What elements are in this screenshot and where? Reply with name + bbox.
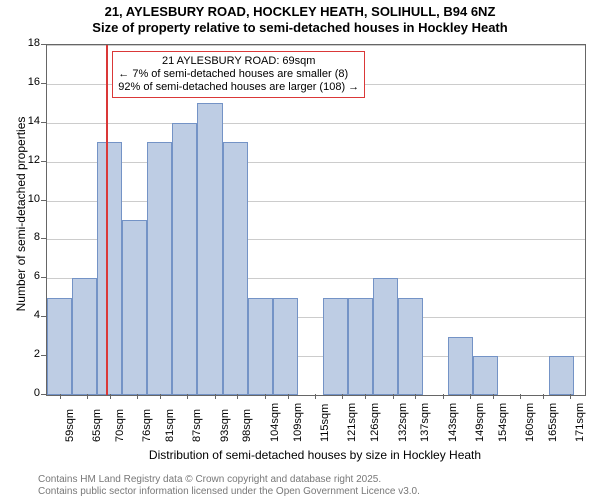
y-tick-label: 2 — [12, 348, 40, 360]
page-subtitle: Size of property relative to semi-detach… — [0, 20, 600, 35]
y-tick-label: 10 — [12, 193, 40, 205]
footnote-line-1: Contains HM Land Registry data © Crown c… — [38, 474, 381, 485]
x-tick — [365, 394, 366, 399]
histogram-bar — [549, 356, 574, 395]
x-tick — [493, 394, 494, 399]
y-tick — [41, 277, 46, 278]
x-axis-label: Distribution of semi-detached houses by … — [46, 448, 584, 462]
histogram-bar — [223, 142, 248, 395]
histogram-bar — [72, 278, 97, 395]
histogram-bar — [473, 356, 498, 395]
reference-line — [106, 45, 108, 395]
x-tick — [570, 394, 571, 399]
x-tick-label: 165sqm — [547, 403, 559, 442]
x-tick — [187, 394, 188, 399]
x-tick-label: 109sqm — [292, 403, 304, 442]
footnote-line-2: Contains public sector information licen… — [38, 486, 420, 497]
x-tick — [137, 394, 138, 399]
x-tick — [288, 394, 289, 399]
x-tick — [520, 394, 521, 399]
x-tick-label: 76sqm — [141, 409, 153, 442]
histogram-bar — [47, 298, 72, 395]
histogram-bar — [197, 103, 222, 395]
x-tick — [543, 394, 544, 399]
histogram-bar — [273, 298, 298, 395]
x-tick — [443, 394, 444, 399]
x-tick — [315, 394, 316, 399]
x-tick-label: 65sqm — [91, 409, 103, 442]
x-tick-label: 104sqm — [269, 403, 281, 442]
histogram-bar — [373, 278, 398, 395]
x-tick — [265, 394, 266, 399]
x-tick — [160, 394, 161, 399]
annotation-box: 21 AYLESBURY ROAD: 69sqm← 7% of semi-det… — [112, 51, 365, 98]
y-tick-label: 14 — [12, 115, 40, 127]
histogram-bar — [97, 142, 122, 395]
y-tick-label: 18 — [12, 37, 40, 49]
histogram-bar — [398, 298, 423, 395]
histogram-bar — [448, 337, 473, 395]
x-tick — [470, 394, 471, 399]
gridline — [47, 201, 585, 202]
annotation-line-2: ← 7% of semi-detached houses are smaller… — [118, 68, 359, 81]
x-tick-label: 154sqm — [497, 403, 509, 442]
x-tick-label: 132sqm — [397, 403, 409, 442]
annotation-line-3: 92% of semi-detached houses are larger (… — [118, 81, 359, 94]
gridline — [47, 45, 585, 46]
x-tick-label: 98sqm — [241, 409, 253, 442]
y-tick — [41, 238, 46, 239]
y-tick — [41, 161, 46, 162]
y-tick — [41, 316, 46, 317]
y-tick-label: 6 — [12, 270, 40, 282]
y-tick-label: 8 — [12, 231, 40, 243]
x-tick-label: 171sqm — [574, 403, 586, 442]
histogram-bar — [323, 298, 348, 395]
y-tick — [41, 122, 46, 123]
x-tick-label: 137sqm — [419, 403, 431, 442]
page-title: 21, AYLESBURY ROAD, HOCKLEY HEATH, SOLIH… — [0, 4, 600, 19]
x-tick-label: 70sqm — [114, 409, 126, 442]
y-tick — [41, 83, 46, 84]
x-tick-label: 121sqm — [346, 403, 358, 442]
x-tick-label: 81sqm — [164, 409, 176, 442]
y-tick-label: 4 — [12, 309, 40, 321]
x-tick-label: 143sqm — [447, 403, 459, 442]
y-axis-label: Number of semi-detached properties — [14, 44, 28, 384]
y-tick — [41, 44, 46, 45]
x-tick — [60, 394, 61, 399]
x-tick — [415, 394, 416, 399]
x-tick — [87, 394, 88, 399]
histogram-bar — [248, 298, 273, 395]
histogram-bar — [122, 220, 147, 395]
y-tick-label: 16 — [12, 76, 40, 88]
x-tick-label: 59sqm — [64, 409, 76, 442]
y-tick — [41, 200, 46, 201]
histogram-bar — [147, 142, 172, 395]
x-tick — [393, 394, 394, 399]
x-tick-label: 126sqm — [369, 403, 381, 442]
x-tick-label: 87sqm — [191, 409, 203, 442]
annotation-line-1: 21 AYLESBURY ROAD: 69sqm — [118, 55, 359, 68]
y-tick-label: 0 — [12, 387, 40, 399]
y-tick — [41, 394, 46, 395]
x-tick — [237, 394, 238, 399]
x-tick — [215, 394, 216, 399]
histogram-bar — [172, 123, 197, 395]
x-tick-label: 149sqm — [474, 403, 486, 442]
x-tick — [342, 394, 343, 399]
x-tick — [110, 394, 111, 399]
x-tick-label: 93sqm — [219, 409, 231, 442]
histogram-bar — [348, 298, 373, 395]
x-tick-label: 160sqm — [524, 403, 536, 442]
histogram-plot: 21 AYLESBURY ROAD: 69sqm← 7% of semi-det… — [46, 44, 586, 396]
gridline — [47, 123, 585, 124]
gridline — [47, 162, 585, 163]
y-tick-label: 12 — [12, 154, 40, 166]
x-tick-label: 115sqm — [319, 404, 331, 442]
y-tick — [41, 355, 46, 356]
